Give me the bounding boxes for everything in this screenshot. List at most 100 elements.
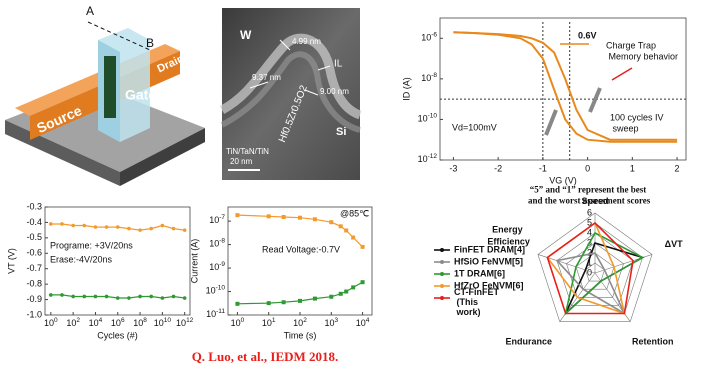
marker: [127, 296, 131, 300]
marker: [183, 296, 187, 300]
red-arrow: [612, 68, 632, 80]
marker: [138, 228, 142, 232]
y-tick-label: 10-8: [421, 72, 437, 84]
label: IL: [334, 59, 343, 70]
legend-marker: [440, 284, 444, 288]
label: 9.37 nm: [252, 73, 281, 82]
marker: [82, 295, 86, 299]
y-tick-label: 10-12: [418, 153, 438, 165]
marker: [298, 216, 302, 220]
y-axis-label: ID (A): [401, 77, 411, 101]
gray-arrow: [590, 88, 600, 112]
y-tick-label: -0.9: [26, 294, 42, 304]
y-tick-label: -0.6: [26, 248, 42, 258]
annotation: @85℃: [340, 208, 369, 218]
x-tick-label: 1012: [176, 317, 194, 329]
y-tick-label: 10-10: [418, 112, 438, 124]
x-tick-label: 102: [66, 317, 80, 329]
y-tick-label: -1.0: [26, 309, 42, 319]
annotation: Charge Trap Memory behavior: [606, 41, 678, 62]
marker: [267, 301, 271, 305]
marker: [235, 213, 239, 217]
marker: [183, 228, 187, 232]
label: 9.00 nm: [320, 87, 349, 96]
legend-label: FinFET DRAM[4]: [454, 244, 525, 254]
annotation: 0.6V: [578, 30, 597, 40]
label: 20 nm: [230, 157, 253, 166]
label: B: [146, 36, 154, 50]
marker: [339, 224, 343, 228]
x-tick-label: 0: [585, 163, 590, 173]
marker: [116, 296, 120, 300]
marker: [267, 214, 271, 218]
marker: [105, 295, 109, 299]
marker: [313, 217, 317, 221]
legend-marker: [440, 296, 444, 300]
legend-marker: [440, 260, 444, 264]
y-tick-label: -0.7: [26, 263, 42, 273]
marker: [138, 295, 142, 299]
marker: [161, 224, 165, 228]
y-tick-label: 10-8: [209, 237, 225, 249]
x-tick-label: 108: [133, 317, 147, 329]
label: 4.99 nm: [292, 37, 321, 46]
x-tick-label: 100: [231, 317, 245, 329]
y-tick-label: 10-9: [209, 261, 225, 273]
y-tick-label: 10-7: [209, 214, 225, 226]
marker: [172, 295, 176, 299]
marker: [344, 290, 348, 294]
y-tick-label: -0.5: [26, 232, 42, 242]
label: Gate: [125, 87, 156, 103]
x-tick-label: 1010: [154, 317, 172, 329]
marker: [351, 236, 355, 240]
marker: [329, 220, 333, 224]
y-axis-label: Current (A): [189, 239, 199, 284]
marker: [313, 297, 317, 301]
r-tick-label: 6: [587, 207, 592, 217]
marker: [351, 285, 355, 289]
annotation: Read Voltage:-0.7V: [262, 244, 340, 254]
x-tick-label: 103: [324, 317, 338, 329]
y-tick-label: -0.8: [26, 279, 42, 289]
x-tick-label: 102: [293, 317, 307, 329]
annotation: Programe: +3V/20ns: [50, 240, 133, 250]
figure: A B Gate Drain Source W 4.99 nm 9.37 nm …: [0, 0, 707, 372]
marker: [127, 227, 131, 231]
finfet-schematic: A B Gate Drain Source: [5, 4, 205, 186]
marker: [361, 245, 365, 249]
y-tick-label: -0.3: [26, 201, 42, 211]
marker: [235, 302, 239, 306]
marker: [282, 215, 286, 219]
legend-label: 1T DRAM[6]: [454, 268, 505, 278]
gray-arrow: [546, 110, 556, 135]
label: Si: [336, 126, 346, 138]
marker: [161, 296, 165, 300]
x-tick-label: -2: [494, 163, 502, 173]
marker: [116, 225, 120, 229]
citation: Q. Luo, et al., IEDM 2018.: [192, 349, 339, 364]
marker: [60, 222, 64, 226]
x-axis-label: Cycles (#): [97, 330, 138, 340]
axis-label: Speed: [581, 196, 608, 206]
label: W: [240, 28, 252, 42]
label: TiN/TaN/TiN: [226, 147, 269, 156]
axis-label: Retention: [632, 337, 674, 347]
legend-marker: [440, 248, 444, 252]
marker: [105, 225, 109, 229]
annotation: Vd=100mV: [452, 122, 497, 132]
marker: [94, 295, 98, 299]
marker: [149, 227, 153, 231]
x-tick-label: -1: [539, 163, 547, 173]
annotation: Erase:-4V/20ns: [50, 254, 113, 264]
marker: [149, 295, 153, 299]
y-tick-label: 10-6: [421, 31, 437, 43]
legend-label: HfSiO FeNVM[5]: [454, 256, 523, 266]
legend-label: CT-FinFET (This work): [454, 287, 499, 317]
y-tick-label: -0.4: [26, 217, 42, 227]
x-tick-label: 100: [44, 317, 58, 329]
marker: [298, 299, 302, 303]
marker: [82, 224, 86, 228]
x-tick-label: 2: [675, 163, 680, 173]
